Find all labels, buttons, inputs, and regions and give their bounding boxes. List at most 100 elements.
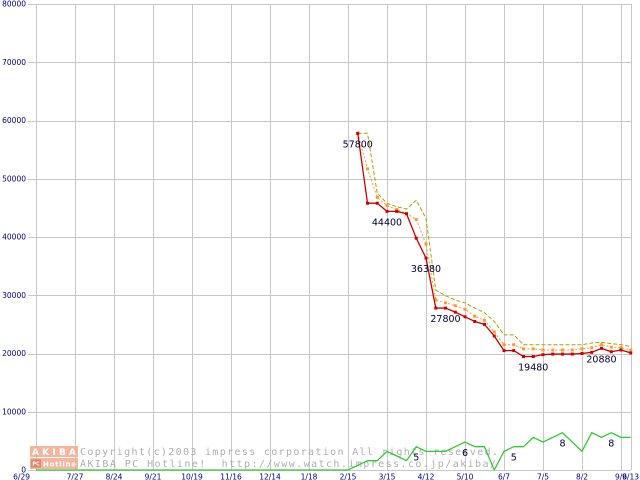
x-tick-label: 6/7	[498, 473, 510, 480]
x-tick-label: 4/12	[418, 473, 435, 480]
series-1-point	[609, 345, 613, 349]
series-1-point	[483, 318, 486, 322]
series-1-point	[444, 301, 447, 305]
series-2-point	[424, 256, 428, 260]
data-label: 5	[511, 453, 517, 464]
y-tick-label: 10000	[2, 407, 26, 416]
logo-title: AKIBA	[32, 448, 76, 458]
x-tick-label: 9/13	[622, 473, 639, 480]
series-1-point	[512, 343, 516, 347]
y-tick-label: 70000	[2, 58, 26, 67]
series-0-line	[357, 132, 631, 348]
data-label: 6	[462, 448, 468, 459]
data-label: 27800	[430, 314, 460, 325]
x-tick-label: 5/10	[457, 473, 474, 480]
series-1-point	[385, 204, 389, 208]
series-1-point	[473, 314, 477, 318]
data-label: 19480	[518, 363, 548, 374]
series-1-point	[531, 347, 535, 351]
series-1-point	[561, 348, 564, 352]
data-label: 36380	[411, 264, 441, 275]
x-tick-label: 10/19	[181, 473, 203, 480]
series-1-point	[541, 348, 545, 352]
data-label: 5	[413, 453, 419, 464]
series-1-point	[424, 242, 428, 246]
x-tick-label: 8/24	[106, 473, 123, 480]
x-tick-label: 8/2	[576, 473, 588, 480]
series-2-point	[531, 355, 535, 359]
y-tick-label: 60000	[2, 116, 26, 125]
x-tick-label: 7/27	[67, 473, 84, 480]
series-2-point	[385, 209, 389, 213]
y-tick-label: 20000	[2, 349, 26, 358]
x-tick-label: 12/14	[259, 473, 281, 480]
data-label: 8	[608, 439, 614, 450]
x-tick-label: 9/21	[145, 473, 162, 480]
series-1-point	[570, 348, 574, 352]
logo-pc-label: PC	[32, 462, 40, 468]
series-2-point	[551, 352, 555, 356]
data-label: 20880	[586, 354, 616, 365]
series-2-point	[405, 212, 408, 216]
series-2-point	[492, 334, 496, 338]
series-2-point	[570, 352, 574, 356]
series-2-point	[590, 350, 594, 354]
logo-top-block	[30, 446, 78, 457]
x-tick-label: 9/6	[615, 473, 627, 480]
logo-hotline-label: Hotline	[43, 461, 76, 469]
series-1-point	[375, 195, 379, 199]
series-2-point	[541, 353, 545, 357]
y-tick-label: 80000	[2, 0, 26, 9]
series-1-point	[580, 347, 584, 351]
series-1-point	[502, 343, 506, 347]
series-2-point	[473, 319, 477, 323]
series-layer	[36, 131, 633, 471]
series-2-point	[600, 346, 603, 350]
series-2-point	[375, 201, 379, 205]
y-tick-label: 0	[21, 466, 26, 475]
y-tick-label: 30000	[2, 291, 26, 300]
series-2-point	[629, 351, 633, 355]
series-2-point	[580, 352, 584, 355]
data-label: 57800	[343, 139, 373, 150]
series-2-point	[483, 322, 486, 326]
series-2-point	[453, 310, 457, 314]
x-tick-label: 11/16	[220, 473, 242, 480]
series-2-point	[356, 131, 360, 135]
logo-pc-box	[31, 459, 41, 468]
logo-bottom-block	[30, 458, 78, 469]
series-2-point	[502, 349, 506, 353]
series-1-point	[395, 208, 399, 212]
x-tick-label: 1/18	[301, 473, 318, 480]
series-1-point	[434, 298, 438, 302]
series-2-point	[366, 201, 369, 205]
series-1-point	[492, 330, 496, 334]
series-2-point	[463, 315, 467, 319]
copyright-line: Copyright(c)2003 impress corporation All…	[80, 447, 498, 458]
gridlines	[28, 4, 632, 471]
akiba-logo: AKIBA PC Hotline	[30, 446, 78, 469]
data-label: 8	[559, 439, 565, 450]
data-label: 44400	[372, 217, 402, 228]
x-tick-label: 3/15	[379, 473, 396, 480]
watermark: AKIBA PC Hotline Copyright(c)2003 impres…	[30, 446, 498, 470]
x-tick-label: 6/29	[13, 473, 30, 480]
series-2-point	[434, 306, 438, 310]
series-1-point	[414, 218, 418, 222]
series-1-point	[629, 348, 633, 352]
x-tick-label: 7/5	[537, 473, 549, 480]
y-tick-label: 50000	[2, 174, 26, 183]
x-tick-label: 2/15	[340, 473, 357, 480]
y-tick-label: 40000	[2, 233, 26, 242]
series-3-line	[36, 432, 631, 471]
series-2-point	[619, 348, 623, 352]
series-1-point	[453, 304, 457, 308]
series-1-point	[551, 348, 555, 352]
series-2-point	[414, 236, 418, 240]
series-2-point	[522, 355, 525, 359]
series-1-point	[619, 346, 623, 350]
series-1-point	[463, 307, 467, 311]
